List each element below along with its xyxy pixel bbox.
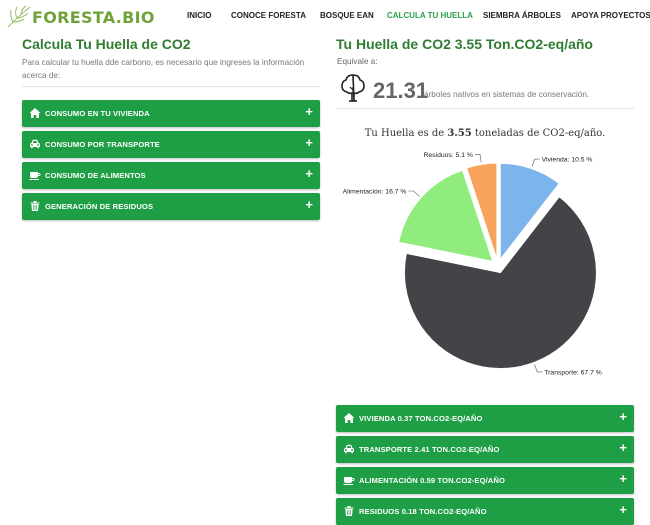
trees-description: árboles nativos en sistemas de conservac…	[424, 90, 590, 99]
pie-slice-residuos[interactable]	[466, 162, 498, 260]
result-vivienda-label: VIVIENDA 0.37 TON.CO2-EQ/AÑO	[359, 414, 483, 423]
expand-plus-icon: +	[305, 104, 313, 119]
result-transporte-button[interactable]: TRANSPORTE 2.41 TON.CO2-EQ/AÑO +	[336, 436, 634, 463]
expand-plus-icon: +	[305, 166, 313, 181]
divider	[336, 108, 634, 109]
trees-count: 21.31	[373, 78, 429, 103]
expand-plus-icon: +	[619, 409, 627, 424]
section-vivienda-label: CONSUMO EN TU VIVIENDA	[45, 109, 150, 118]
pie-slice-alimentacin[interactable]	[398, 169, 494, 263]
tree-icon	[341, 74, 365, 102]
nav-conoce-foresta[interactable]: CONOCE FORESTA	[231, 11, 306, 20]
pie-connector	[531, 158, 540, 167]
footprint-title: Tu Huella de CO2 3.55 Ton.CO2-eq/año	[336, 36, 593, 52]
summary-prefix: Tu Huella es de	[364, 128, 445, 139]
equivalence-label: Equivale a:	[337, 57, 378, 66]
footprint-summary: Tu Huella es de 3.55 toneladas de CO2-eq…	[336, 128, 634, 139]
expand-plus-icon: +	[619, 502, 627, 517]
result-transporte-label: TRANSPORTE 2.41 TON.CO2-EQ/AÑO	[359, 445, 500, 454]
logo[interactable]: FORESTA.BIO	[4, 2, 155, 32]
nav-siembra-arboles[interactable]: SIEMBRA ÁRBOLES	[483, 11, 561, 20]
result-vivienda-button[interactable]: VIVIENDA 0.37 TON.CO2-EQ/AÑO +	[336, 405, 634, 432]
car-icon	[30, 139, 40, 149]
nav-apoya-proyectos[interactable]: APOYA PROYECTOS	[571, 11, 650, 20]
section-residuos-label: GENERACIÓN DE RESIDUOS	[45, 202, 154, 211]
nav-inicio[interactable]: INICIO	[187, 11, 212, 20]
calculator-description: Para calcular tu huella dde carbono, es …	[22, 58, 305, 80]
pie-label: Transporte: 67.7 %	[544, 369, 602, 376]
footprint-pie-chart: Vivienda: 10.5 % Transporte: 67.7 % Alimen…	[343, 152, 602, 377]
result-alimentacion-label: ALIMENTACIÓN 0.59 TON.CO2-EQ/AÑO	[359, 476, 505, 485]
expand-plus-icon: +	[619, 471, 627, 486]
home-icon	[29, 108, 41, 118]
pie-connector	[474, 154, 482, 163]
pie-connector	[408, 190, 420, 197]
expand-plus-icon: +	[305, 135, 313, 150]
result-residuos-button[interactable]: RESIDUOS 0.18 TON.CO2-EQ/AÑO +	[336, 498, 634, 525]
section-alimentos-label: CONSUMO DE ALIMENTOS	[45, 171, 146, 180]
section-transporte-button[interactable]: CONSUMO POR TRANSPORTE +	[22, 131, 320, 158]
pie-connector	[534, 364, 543, 373]
result-alimentacion-button[interactable]: ALIMENTACIÓN 0.59 TON.CO2-EQ/AÑO +	[336, 467, 634, 494]
pie-label: Alimentación: 16.7 %	[343, 189, 407, 196]
pie-slice-vivienda[interactable]	[499, 162, 560, 261]
expand-plus-icon: +	[305, 197, 313, 212]
section-residuos-button[interactable]: GENERACIÓN DE RESIDUOS +	[22, 193, 320, 220]
pie-label: Residuos: 5.1 %	[423, 152, 473, 159]
section-vivienda-button[interactable]: CONSUMO EN TU VIVIENDA +	[22, 100, 320, 127]
summary-value: 3.55	[447, 128, 472, 139]
main-nav: INICIO CONOCE FORESTA BOSQUE EAN CALCULA…	[0, 11, 650, 25]
calculator-title: Calcula Tu Huella de CO2	[22, 36, 191, 52]
pie-slice-transporte[interactable]	[403, 196, 597, 370]
home-icon	[343, 413, 355, 423]
section-alimentos-button[interactable]: CONSUMO DE ALIMENTOS +	[22, 162, 320, 189]
result-residuos-label: RESIDUOS 0.18 TON.CO2-EQ/AÑO	[359, 507, 487, 516]
section-transporte-label: CONSUMO POR TRANSPORTE	[45, 140, 160, 149]
pie-label: Vivienda: 10.5 %	[542, 157, 593, 164]
divider	[22, 86, 320, 87]
coffee-icon	[29, 172, 41, 180]
nav-calcula-tu-huella[interactable]: CALCULA TU HUELLA	[387, 11, 473, 20]
nav-bosque-ean[interactable]: BOSQUE EAN	[320, 11, 374, 20]
coffee-icon	[343, 477, 355, 485]
trash-icon	[344, 506, 354, 516]
summary-suffix: toneladas de CO2-eq/año.	[474, 128, 606, 139]
trash-icon	[30, 201, 40, 211]
expand-plus-icon: +	[619, 440, 627, 455]
logo-text: FORESTA.BIO	[32, 7, 155, 27]
header: FORESTA.BIO INICIO CONOCE FORESTA BOSQUE…	[0, 0, 650, 34]
car-icon	[344, 444, 354, 454]
leaf-logo-icon	[7, 5, 31, 28]
